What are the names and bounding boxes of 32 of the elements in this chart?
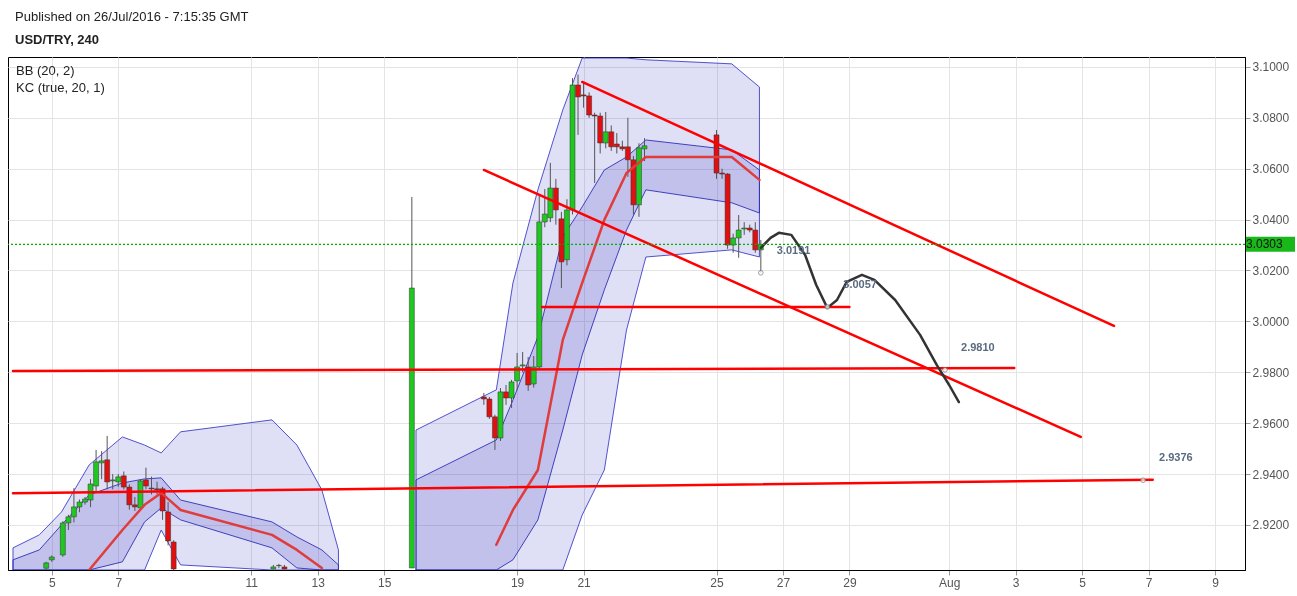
x-tick-label: 29 bbox=[843, 575, 857, 590]
y-tick-label: 2.9400 bbox=[1252, 467, 1290, 482]
chart-subtitle: Published on 26/Jul/2016 - 7:15:35 GMT bbox=[15, 9, 249, 24]
chart-title: USD/TRY, 240 bbox=[15, 32, 100, 47]
annotation: 2.9810 bbox=[961, 340, 995, 353]
x-tick-label: 7 bbox=[1145, 575, 1153, 590]
y-tick-label: 2.9200 bbox=[1252, 518, 1290, 533]
x-tick-label: 15 bbox=[377, 575, 392, 590]
x-tick-label: 21 bbox=[577, 575, 592, 590]
x-tick-label: 7 bbox=[115, 575, 123, 590]
y-tick-label: 3.0400 bbox=[1252, 213, 1290, 228]
y-tick-label: 3.0000 bbox=[1252, 314, 1290, 329]
x-tick-label: 27 bbox=[776, 575, 791, 590]
x-tick-label: 5 bbox=[1079, 575, 1087, 590]
annotation: 2.9376 bbox=[1159, 451, 1193, 464]
x-tick-label: 5 bbox=[48, 575, 56, 590]
x-tick-label: 19 bbox=[510, 575, 525, 590]
ref-line-label: 3.0303 bbox=[1246, 237, 1284, 252]
y-tick-label: 3.0200 bbox=[1252, 264, 1290, 278]
y-tick-label: 3.0600 bbox=[1252, 162, 1290, 177]
annotation: BB (20, 2) bbox=[16, 63, 75, 78]
x-tick-label: 25 bbox=[710, 575, 725, 590]
x-tick-label: Aug bbox=[939, 575, 961, 590]
x-tick-label: 9 bbox=[1212, 575, 1220, 590]
x-tick-label: 11 bbox=[245, 575, 259, 590]
x-tick-label: 13 bbox=[311, 575, 326, 590]
annotation: KC (true, 20, 1) bbox=[16, 80, 105, 95]
y-tick-label: 3.1000 bbox=[1252, 60, 1290, 75]
y-tick-label: 2.9600 bbox=[1252, 416, 1290, 431]
x-tick-label: 3 bbox=[1012, 575, 1020, 590]
y-tick-label: 2.9800 bbox=[1252, 365, 1290, 380]
y-tick-label: 3.0800 bbox=[1252, 111, 1290, 126]
